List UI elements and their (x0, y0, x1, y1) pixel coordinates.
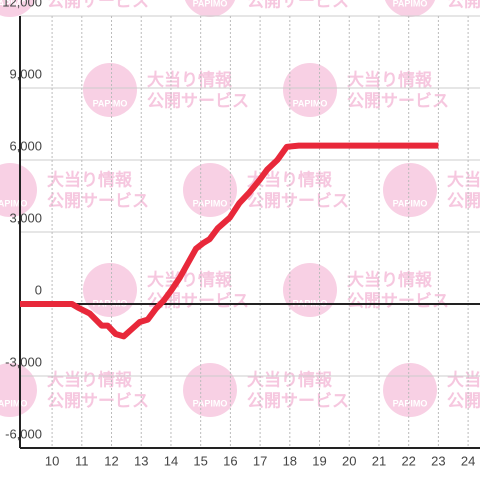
watermark-text: 大当り情報 (147, 69, 233, 89)
x-tick-label: 15 (193, 453, 207, 468)
watermark-text: 大当り情報 (447, 369, 480, 389)
watermark-text: 公開サービス (447, 191, 480, 210)
watermark-logo-text: PAPIMO (393, 398, 428, 408)
watermark-text: 公開サービス (347, 91, 449, 110)
watermark-logo (283, 263, 337, 317)
watermark-text: 大当り情報 (147, 269, 233, 289)
watermarks: PAPIMO大当り情報公開サービスPAPIMO大当り情報公開サービスPAPIMO… (0, 0, 480, 417)
watermark-logo-text: PAPIMO (193, 398, 228, 408)
watermark-text: 大当り情報 (447, 169, 480, 189)
y-tick-label: 12,000 (2, 0, 42, 9)
watermark-logo (184, 0, 236, 17)
x-tick-label: 21 (372, 453, 386, 468)
y-tick-label: -6,000 (5, 426, 42, 441)
watermark-logo (83, 263, 137, 317)
watermark-logo (183, 363, 237, 417)
watermark-text: 大当り情報 (247, 169, 333, 189)
x-tick-label: 19 (312, 453, 326, 468)
x-tick-label: 11 (75, 453, 89, 468)
watermark-text: 公開サービス (47, 191, 149, 210)
watermark-logo-text: PAPIMO (193, 0, 228, 8)
x-tick-label: 24 (461, 453, 475, 468)
watermark-text: 公開サービス (147, 291, 249, 310)
x-tick-label: 22 (401, 453, 415, 468)
watermark-text: 大当り情報 (47, 169, 133, 189)
y-tick-label: 6,000 (9, 138, 42, 153)
watermark-text: 公開サービス (447, 0, 480, 10)
watermark-logo (384, 0, 436, 17)
y-tick-label: 0 (35, 282, 42, 297)
watermark-logo (0, 163, 37, 217)
x-tick-label: 12 (104, 453, 118, 468)
watermark-logo (383, 163, 437, 217)
watermark-logo-text: PAPIMO (393, 0, 428, 8)
watermark-logo (283, 63, 337, 117)
x-tick-label: 16 (223, 453, 237, 468)
watermark-text: 公開サービス (347, 291, 449, 310)
x-tick-label: 14 (164, 453, 178, 468)
watermark-text: 公開サービス (447, 391, 480, 410)
x-tick-label: 18 (283, 453, 297, 468)
y-tick-label: 9,000 (9, 66, 42, 81)
watermark-text: 大当り情報 (347, 69, 433, 89)
watermark-logo (0, 0, 36, 17)
watermark-text: 公開サービス (247, 391, 349, 410)
watermark-logo-text: PAPIMO (93, 98, 128, 108)
watermark-text: 大当り情報 (247, 369, 333, 389)
x-tick-label: 23 (431, 453, 445, 468)
watermark-text: 大当り情報 (47, 369, 133, 389)
watermark-logo (0, 363, 37, 417)
y-tick-label: -3,000 (5, 354, 42, 369)
watermark-logo-text: PAPIMO (0, 0, 27, 8)
watermark-logo-text: PAPIMO (0, 198, 27, 208)
watermark-text: 大当り情報 (347, 269, 433, 289)
watermark-logo (183, 163, 237, 217)
x-tick-label: 17 (253, 453, 267, 468)
watermark-text: 公開サービス (247, 0, 349, 10)
watermark-logo-text: PAPIMO (0, 398, 27, 408)
x-tick-label: 10 (45, 453, 59, 468)
watermark-logo-text: PAPIMO (393, 198, 428, 208)
y-tick-label: 3,000 (9, 210, 42, 225)
line (20, 142, 439, 340)
watermark-text: 公開サービス (247, 191, 349, 210)
watermark-logo (83, 63, 137, 117)
watermark-logo-text: PAPIMO (293, 98, 328, 108)
x-tick-label: 20 (342, 453, 356, 468)
watermark-logo-text: PAPIMO (193, 198, 228, 208)
watermark-text: 公開サービス (47, 0, 149, 10)
watermark-text: 公開サービス (47, 391, 149, 410)
watermark-text: 公開サービス (147, 91, 249, 110)
watermark-logo (383, 363, 437, 417)
x-tick-label: 13 (134, 453, 148, 468)
